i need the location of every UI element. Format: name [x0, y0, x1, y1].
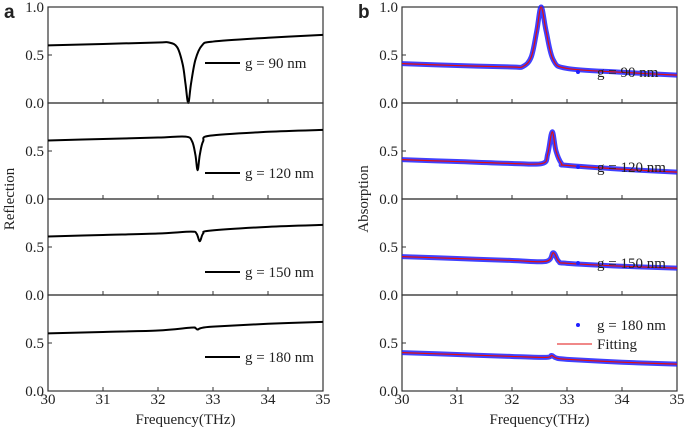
y-tick-label: 0.0	[25, 384, 44, 400]
y-tick-label: 0.0	[25, 192, 44, 208]
legend-marker	[576, 261, 580, 265]
subplot-frame	[401, 198, 678, 296]
legend-fit-label: Fitting	[597, 337, 638, 353]
y-tick-label: 0.0	[379, 384, 398, 400]
legend-marker	[576, 70, 580, 74]
y-tick-label: 0.0	[379, 288, 398, 304]
x-tick-label: 32	[505, 392, 520, 408]
subplot-frame	[401, 102, 678, 200]
y-tick-label: 0.5	[25, 48, 44, 64]
x-axis-label: Frequency(THz)	[136, 412, 236, 428]
legend-label: g = 150 nm	[597, 256, 666, 272]
y-tick-label: 0.5	[379, 48, 398, 64]
y-tick-label: 0.0	[25, 96, 44, 112]
fitting-curve	[401, 252, 678, 269]
x-tick-label: 33	[560, 392, 575, 408]
reflection-curve	[47, 320, 324, 335]
y-axis-label: Absorption	[356, 165, 372, 233]
panel-label: b	[358, 2, 370, 23]
reflection-curve	[47, 128, 324, 172]
x-tick-label: 31	[450, 392, 465, 408]
panel-label: a	[4, 2, 15, 23]
x-tick-label: 33	[206, 392, 221, 408]
y-tick-label: 0.0	[379, 192, 398, 208]
legend-label: g = 180 nm	[245, 350, 314, 366]
y-tick-label: 0.0	[25, 288, 44, 304]
legend-label: g = 180 nm	[597, 318, 666, 334]
legend-marker	[576, 165, 580, 169]
y-tick-label: 0.5	[25, 240, 44, 256]
x-tick-label: 34	[615, 392, 631, 408]
y-tick-label: 0.0	[379, 96, 398, 112]
x-tick-label: 34	[261, 392, 277, 408]
y-tick-label: 0.5	[25, 336, 44, 352]
subplot-frame	[47, 294, 324, 392]
legend-label: g = 150 nm	[245, 265, 314, 281]
reflection-curve	[47, 33, 324, 105]
x-tick-label: 30	[41, 392, 56, 408]
reflection-curve	[47, 223, 324, 243]
x-tick-label: 35	[670, 392, 685, 408]
legend-label: g = 90 nm	[597, 65, 659, 81]
legend-label: g = 120 nm	[245, 166, 314, 182]
y-tick-label: 0.5	[379, 144, 398, 160]
y-tick-label: 1.0	[379, 0, 398, 16]
y-axis-label: Reflection	[2, 167, 18, 230]
y-tick-label: 0.5	[25, 144, 44, 160]
legend-label: g = 120 nm	[597, 160, 666, 176]
legend-label: g = 90 nm	[245, 56, 307, 72]
fitting-curve	[401, 6, 678, 76]
y-tick-label: 0.5	[379, 240, 398, 256]
legend-marker	[576, 323, 580, 327]
x-tick-label: 31	[96, 392, 111, 408]
subplot-frame	[47, 102, 324, 200]
y-tick-label: 0.5	[379, 336, 398, 352]
y-tick-label: 1.0	[25, 0, 44, 16]
x-axis-label: Frequency(THz)	[490, 412, 590, 428]
fitting-curve	[401, 352, 678, 365]
x-tick-label: 35	[316, 392, 331, 408]
x-tick-label: 30	[395, 392, 410, 408]
x-tick-label: 32	[151, 392, 166, 408]
